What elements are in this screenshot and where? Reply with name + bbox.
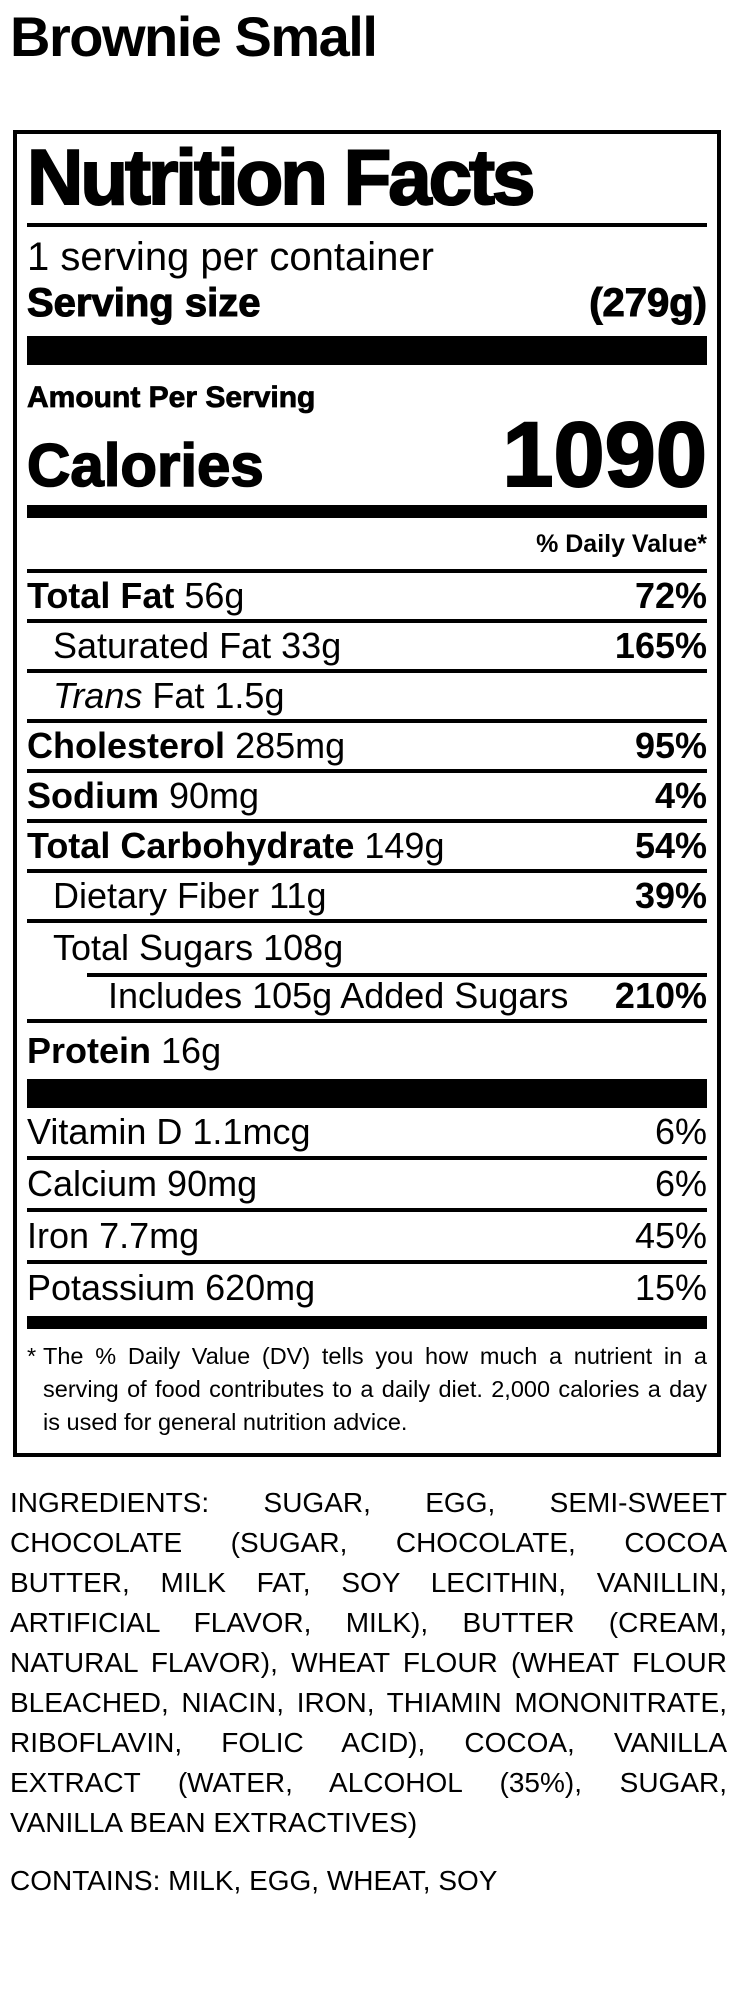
nutrient-dv: 6%	[654, 1111, 707, 1153]
nutrient-row-total-fat: Total Fat 56g 72%	[27, 573, 707, 624]
nutrient-name: Saturated Fat	[53, 625, 272, 667]
serving-size-label: Serving size	[26, 281, 261, 326]
nutrient-name: Fat	[152, 675, 205, 717]
nutrition-facts-panel: Nutrition Facts 1 serving per container …	[13, 129, 721, 1458]
nutrient-amount: 620mg	[205, 1267, 316, 1309]
calories-row: Calories 1090	[26, 404, 708, 507]
nutrient-dv: 72%	[634, 575, 707, 617]
nutrient-amount: 90mg	[167, 1163, 258, 1205]
nutrient-name: Total Sugars	[53, 927, 254, 969]
nutrient-row-dietary-fiber: Dietary Fiber 11g 39%	[27, 873, 707, 924]
nutrient-dv: 45%	[634, 1215, 707, 1257]
footnote-text: The % Daily Value (DV) tells you how muc…	[43, 1343, 707, 1436]
nutrient-name: Total Carbohydrate	[27, 825, 355, 867]
nutrient-dv: 6%	[654, 1163, 707, 1205]
daily-value-header: % Daily Value*	[27, 518, 707, 574]
nutrient-amount: 33g	[281, 625, 342, 667]
micronutrient-row-calcium: Calcium 90mg 6%	[27, 1160, 707, 1213]
nutrient-amount: 1.1mcg	[192, 1111, 311, 1153]
nutrient-name: Total Fat	[27, 575, 175, 617]
medium-separator-footnote	[27, 1316, 707, 1330]
nutrient-amount: 108g	[263, 927, 344, 969]
nutrient-dv: 95%	[634, 725, 707, 767]
nutrient-name: Includes 105g Added Sugars	[108, 975, 569, 1017]
nutrient-name-italic: Trans	[53, 675, 143, 717]
nutrient-amount: 285mg	[235, 725, 346, 767]
allergen-contains-statement: CONTAINS: MILK, EGG, WHEAT, SOY	[10, 1865, 498, 1897]
nutrition-facts-heading: Nutrition Facts	[26, 132, 536, 221]
nutrient-row-protein: Protein 16g	[27, 1023, 707, 1079]
nutrient-amount: 11g	[269, 875, 327, 917]
nutrient-dv: 39%	[634, 875, 707, 917]
calories-value: 1090	[501, 404, 708, 507]
footnote-asterisk: *	[27, 1343, 37, 1370]
heading-rule	[27, 223, 707, 228]
nutrient-name: Protein	[27, 1030, 152, 1072]
nutrient-dv: 54%	[634, 825, 707, 867]
nutrient-amount: 1.5g	[214, 675, 285, 717]
micronutrient-row-vitamin-d: Vitamin D 1.1mcg 6%	[27, 1108, 707, 1161]
micronutrient-row-iron: Iron 7.7mg 45%	[27, 1212, 707, 1265]
product-title: Brownie Small	[10, 5, 378, 68]
nutrient-row-sodium: Sodium 90mg 4%	[27, 773, 707, 824]
nutrient-name: Cholesterol	[27, 725, 226, 767]
nutrition-label-page: { "colors": { "text": "#000000", "backgr…	[0, 6, 735, 2009]
nutrient-row-total-carbohydrate: Total Carbohydrate 149g 54%	[27, 823, 707, 874]
thick-separator-micronutrients	[27, 1079, 707, 1109]
amount-per-serving-label: Amount Per Serving	[27, 381, 316, 415]
nutrient-name: Calcium	[27, 1163, 158, 1205]
nutrient-row-saturated-fat: Saturated Fat 33g 165%	[27, 623, 707, 674]
nutrient-amount: 149g	[364, 825, 445, 867]
nutrient-row-cholesterol: Cholesterol 285mg 95%	[27, 723, 707, 774]
micronutrient-row-potassium: Potassium 620mg 15%	[27, 1264, 707, 1312]
nutrient-dv: 210%	[614, 975, 707, 1017]
nutrient-row-added-sugars: Includes 105g Added Sugars 210%	[27, 973, 707, 1024]
nutrient-name: Vitamin D	[27, 1111, 183, 1153]
nutrient-name: Potassium	[27, 1267, 196, 1309]
nutrient-dv: 165%	[614, 625, 707, 667]
servings-per-container: 1 serving per container	[27, 235, 434, 280]
ingredients-statement: INGREDIENTS: SUGAR, EGG, SEMI-SWEET CHOC…	[10, 1487, 727, 1839]
calories-label: Calories	[26, 432, 264, 500]
nutrient-name: Sodium	[27, 775, 159, 817]
nutrient-amount: 7.7mg	[99, 1215, 200, 1257]
serving-size-value: (279g)	[589, 281, 708, 326]
nutrient-name: Dietary Fiber	[53, 875, 260, 917]
nutrient-dv: 15%	[634, 1267, 707, 1309]
thick-separator-top	[27, 336, 707, 366]
nutrient-amount: 90mg	[169, 775, 260, 817]
nutrient-row-trans-fat: Trans Fat 1.5g	[27, 673, 707, 724]
nutrient-dv: 4%	[654, 775, 707, 817]
nutrient-row-total-sugars: Total Sugars 108g	[27, 923, 707, 973]
medium-separator-calories	[27, 505, 707, 519]
serving-size-row: Serving size (279g)	[26, 280, 708, 326]
nutrient-amount: 56g	[184, 575, 245, 617]
nutrient-name: Iron	[27, 1215, 90, 1257]
daily-value-footnote: * The % Daily Value (DV) tells you how m…	[27, 1329, 707, 1453]
nutrient-amount: 16g	[161, 1030, 222, 1072]
